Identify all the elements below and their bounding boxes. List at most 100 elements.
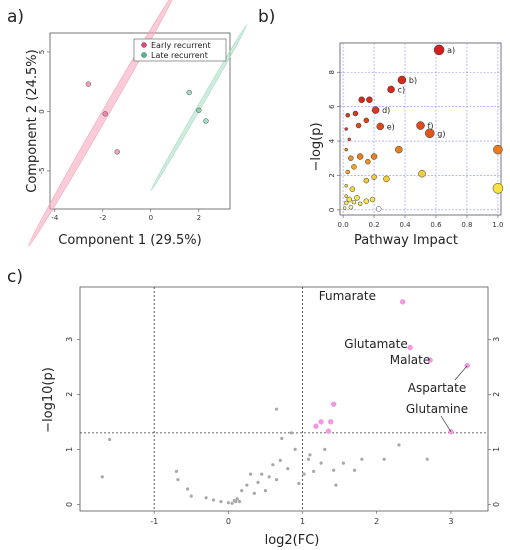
volcano-y-tick-label-right: 0 [492, 502, 501, 507]
volcano-label-fumarate: Fumarate [319, 289, 376, 303]
volcano-point-ns-4 [185, 487, 190, 491]
volcano-point-ns-38 [334, 483, 338, 487]
volcano-point-ns-40 [352, 468, 357, 472]
volcano-point-ns-28 [289, 431, 294, 435]
volcano-point-ns-2 [174, 469, 179, 473]
pca-x-tick-label: 2 [197, 214, 201, 222]
volcano-y-tick-label-left: 2 [65, 392, 74, 397]
volcano-point-sig-5 [331, 401, 337, 407]
volcano-y-tick-label-left: 1 [65, 447, 74, 452]
volcano-point-ns-13 [237, 500, 242, 504]
pathway-point-37 [343, 200, 349, 206]
volcano-point-ns-18 [252, 491, 256, 495]
pca-y-tick-label: -5 [38, 167, 46, 174]
pathway-point-32 [363, 198, 370, 204]
pca-y-axis-title: Component 2 (24.5%) [25, 49, 40, 192]
pathway-point-14 [347, 137, 352, 142]
pathway-point-27 [418, 169, 426, 178]
volcano-point-ns-22 [267, 475, 271, 479]
volcano-point-sig-8 [313, 423, 319, 429]
pathway-point-10 [363, 117, 370, 124]
volcano-point-ns-37 [332, 468, 336, 472]
volcano-point-ns-27 [286, 467, 290, 471]
volcano-y-tick-label-left: 0 [65, 502, 74, 507]
volcano-y-tick-label-left: 3 [65, 337, 74, 342]
legend-label-early: Early recurrent [151, 41, 211, 50]
volcano-point-ns-23 [271, 463, 275, 467]
pca-point-early-0 [85, 81, 92, 87]
pathway-point-23 [345, 169, 350, 175]
volcano-point-ns-36 [323, 447, 327, 451]
pca-point-early-1 [102, 111, 108, 117]
pathway-point-15 [356, 153, 364, 160]
pathway-point-25 [371, 174, 377, 180]
panel-b-label: b) [258, 7, 275, 27]
volcano-y-tick-label-right: 2 [492, 392, 501, 397]
volcano-point-ns-20 [260, 472, 264, 476]
pathway-x-tick-label: 0.2 [368, 221, 379, 229]
pathway-point-19 [493, 144, 503, 155]
pathway-y-tick-label: 0 [328, 208, 336, 212]
pathway-point-33 [369, 196, 376, 203]
panel-a-label: a) [7, 7, 24, 27]
volcano-label-glutamate: Glutamate [344, 337, 407, 351]
volcano-label-malate: Malate [390, 353, 430, 367]
pathway-point-29 [349, 186, 356, 192]
pathway-point-6 [425, 128, 435, 139]
volcano-point-ns-7 [211, 498, 216, 502]
pathway-point-label: b) [409, 76, 417, 85]
volcano-point-ns-45 [274, 407, 279, 411]
pathway-point-17 [365, 158, 371, 165]
pca-x-axis-title: Component 1 (29.5%) [58, 233, 201, 248]
volcano-point-ns-29 [293, 447, 297, 451]
volcano-label-glutamine: Glutamine [406, 402, 468, 416]
volcano-point-sig-6 [328, 419, 334, 425]
pathway-point-5 [416, 121, 425, 130]
volcano-point-sig-1 [407, 344, 413, 351]
volcano-point-ns-30 [297, 481, 301, 486]
volcano-point-ns-12 [235, 497, 239, 501]
pathway-point-31 [354, 195, 360, 201]
pathway-x-tick-label: 0.8 [461, 221, 472, 229]
aspartate-leader-line [454, 365, 468, 381]
pathway-point-7 [358, 96, 365, 104]
volcano-point-ns-0 [100, 475, 104, 479]
pathway-impact-plot: a)b)c)d)e) f)g) 0.0 0.2 0.4 0.6 0.8 1.0 02468 … [309, 42, 504, 248]
pathway-point-12 [355, 122, 362, 129]
volcano-point-ns-39 [341, 461, 345, 465]
volcano-point-ns-8 [219, 500, 223, 504]
volcano-point-sig-2 [427, 357, 433, 363]
pathway-point-18 [395, 145, 403, 154]
pathway-point-3 [371, 106, 380, 114]
pathway-point-34 [346, 196, 353, 203]
legend-label-late: Late recurrent [151, 51, 208, 60]
pathway-point-24 [363, 177, 370, 184]
volcano-point-ns-3 [176, 478, 180, 482]
pca-point-early-2 [114, 149, 120, 155]
pca-x-tick-label: 0 [149, 214, 153, 222]
volcano-point-ns-35 [319, 461, 323, 465]
volcano-point-ns-15 [240, 489, 244, 493]
pathway-y-tick-label: 2 [328, 173, 336, 177]
volcano-point-ns-43 [397, 443, 401, 447]
pathway-point-28 [492, 183, 504, 194]
volcano-point-sig-9 [325, 428, 332, 434]
volcano-point-ns-14 [232, 498, 236, 503]
pathway-point-35 [357, 201, 363, 207]
volcano-point-ns-42 [382, 457, 386, 461]
volcano-point-sig-7 [318, 419, 324, 425]
pathway-point-label: f) [428, 122, 434, 131]
volcano-plot: Fumarate Glutamate Malate Aspartate Glutamin… [41, 286, 501, 548]
pca-x-tick-label: -4 [51, 214, 59, 222]
volcano-point-ns-6 [204, 496, 208, 500]
pathway-point-label: e) [387, 122, 395, 131]
pathway-point-2 [387, 85, 395, 94]
pathway-point-13 [344, 127, 348, 131]
volcano-point-ns-33 [308, 453, 312, 457]
legend-marker-late [141, 52, 147, 58]
volcano-point-ns-24 [274, 478, 279, 482]
volcano-x-tick-label: 3 [448, 517, 453, 526]
pathway-point-26 [383, 175, 390, 183]
volcano-x-tick-label: -1 [150, 517, 158, 526]
